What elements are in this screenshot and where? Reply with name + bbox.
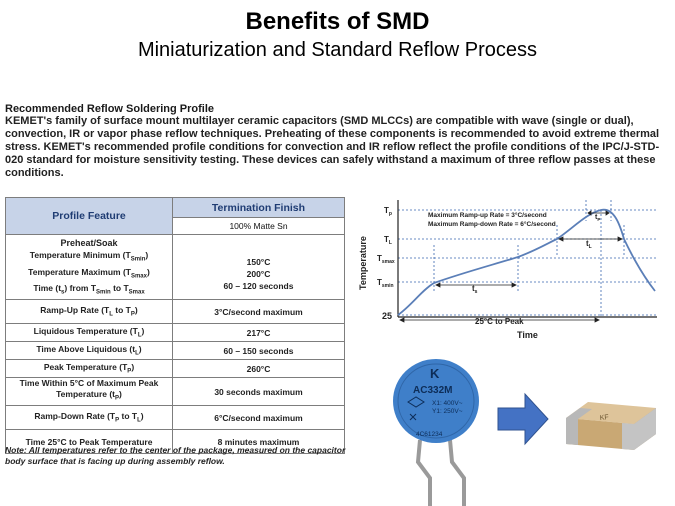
smd-terminal-right — [622, 408, 656, 450]
disc-rim — [397, 363, 475, 439]
ts-label: ts — [472, 284, 478, 295]
temperature-curve — [397, 208, 656, 316]
value-text: 3°C/second maximum — [172, 299, 345, 325]
tp-label: tP — [595, 214, 600, 222]
disc-serial: 4C61234 — [416, 431, 443, 438]
table-row: Preheat/Soak Temperature Minimum (TSmin)… — [5, 233, 345, 301]
ts-span — [435, 282, 517, 288]
y-mark-tsmax: Tsmax — [377, 254, 395, 265]
feature-text: Liquidous Temperature (TL) — [5, 323, 173, 343]
col-subheader-matte-sn: 100% Matte Sn — [172, 217, 345, 235]
reference-lines — [398, 200, 657, 317]
value-text: 260°C — [172, 359, 345, 379]
table-row: Time Above Liquidous (tL) 60 – 150 secon… — [5, 341, 345, 361]
value-text: 60 – 120 seconds — [223, 281, 294, 292]
lead-right — [448, 439, 466, 506]
feature-text: Temperature Minimum (TSmin) — [29, 250, 149, 263]
smd-front — [566, 418, 634, 450]
disc-rating-1: X1: 400V~ — [432, 400, 463, 407]
y-mark-tl: TL — [384, 235, 392, 246]
table-row: Time 25°C to Peak Temperature 8 minutes … — [5, 429, 345, 455]
smd-terminal-left — [566, 408, 592, 445]
lead-left — [415, 439, 432, 506]
table-row: Peak Temperature (TP) 260°C — [5, 359, 345, 379]
value-text: 6°C/second maximum — [172, 405, 345, 431]
value-text: 60 – 150 seconds — [172, 341, 345, 361]
value-text: 8 minutes maximum — [172, 429, 345, 455]
reflow-profile-diagram: Maximum Ramp-up Rate = 3°C/second Maximu… — [358, 200, 657, 340]
page-title: Benefits of SMD — [245, 8, 430, 35]
y-mark-tsmin: Tsmin — [377, 278, 394, 289]
to-peak-label: 25°C to Peak — [475, 317, 524, 326]
disc-body — [393, 359, 479, 443]
value-text: 200°C — [246, 269, 271, 280]
preheat-feature-cell: Preheat/Soak Temperature Minimum (TSmin)… — [5, 233, 173, 301]
feature-text: Time Within 5°C of Maximum Peak Temperat… — [5, 377, 173, 407]
col-header-termination-finish: Termination Finish — [172, 196, 345, 219]
to-peak-span — [399, 317, 600, 323]
disc-code: AC332M — [413, 385, 452, 396]
value-text: 30 seconds maximum — [172, 377, 345, 407]
cert-mark-icon — [409, 413, 417, 421]
ramp-up-text: Maximum Ramp-up Rate = 3°C/second — [428, 211, 547, 219]
y-mark-25: 25 — [382, 311, 392, 321]
table-row: Liquidous Temperature (TL) 217°C — [5, 323, 345, 343]
value-text: 217°C — [172, 323, 345, 343]
table-note: Note: All temperatures refer to the cent… — [5, 445, 346, 466]
disc-logo: K — [430, 366, 440, 381]
table-row: Time Within 5°C of Maximum Peak Temperat… — [5, 377, 345, 407]
cert-mark-icon — [407, 396, 425, 408]
tl-label: tL — [586, 239, 592, 250]
feature-text: Time Above Liquidous (tL) — [5, 341, 173, 361]
col-header-profile-feature: Profile Feature — [5, 197, 173, 235]
value-text: 150°C — [246, 257, 271, 268]
ramp-down-text: Maximum Ramp-down Rate = 6°C/second — [428, 220, 556, 228]
disc-rating-2: Y1: 250V~ — [432, 408, 463, 415]
table-row: Ramp-Down Rate (TP to TL) 6°C/second max… — [5, 405, 345, 431]
feature-text: Peak Temperature (TP) — [5, 359, 173, 379]
table-row: Ramp-Up Rate (TL to TP) 3°C/second maxim… — [5, 299, 345, 325]
preheat-value-cell: 150°C 200°C 60 – 120 seconds — [172, 233, 345, 301]
disc-capacitor: K AC332M X1: 400V~ Y1: 250V~ 4C61234 — [393, 359, 479, 506]
smd-mark: KF — [599, 414, 609, 422]
feature-text: Temperature Maximum (TSmax) — [28, 266, 150, 280]
smd-top — [566, 402, 656, 424]
page-subtitle: Miniaturization and Standard Reflow Proc… — [137, 39, 538, 61]
reflow-spec-table: Profile Feature Termination Finish 100% … — [5, 196, 345, 455]
feature-text: Time (ts) from TSmin to TSmax — [33, 283, 145, 297]
feature-text: Ramp-Down Rate (TP to TL) — [5, 405, 173, 431]
group-label: Preheat/Soak — [60, 238, 118, 248]
x-axis-label: Time — [517, 330, 538, 340]
intro-paragraph: KEMET's family of surface mount multilay… — [5, 115, 660, 179]
y-axis-label: Temperature — [358, 236, 368, 290]
right-arrow-icon — [497, 392, 549, 446]
feature-text: Ramp-Up Rate (TL to TP) — [5, 299, 173, 325]
tl-span — [558, 236, 623, 242]
smd-capacitor: KF — [566, 402, 656, 450]
section-heading: Recommended Reflow Soldering Profile — [5, 103, 215, 115]
smd-side — [634, 408, 656, 450]
feature-text: Time 25°C to Peak Temperature — [5, 429, 173, 455]
tp-span — [587, 210, 610, 216]
y-mark-tp: Tp — [384, 206, 392, 217]
